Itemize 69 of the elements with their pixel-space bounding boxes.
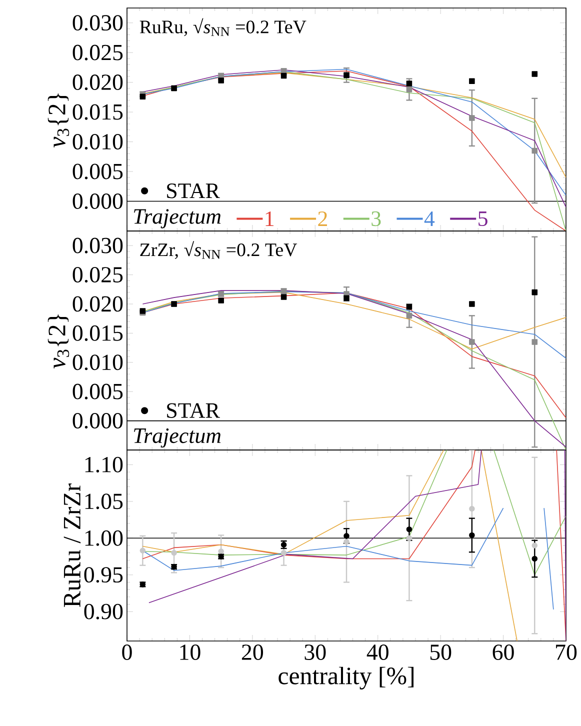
point [406,526,412,532]
point [469,532,475,538]
y-tick-label: 1.10 [86,456,123,472]
point [406,312,412,319]
point [532,542,538,548]
x-tick-label: 20 [242,644,264,660]
legend-label: 2 [318,211,328,226]
legend-title: Trajectum [134,209,221,228]
text: 3 [372,211,381,226]
point [406,80,412,86]
y-tick-label: 0.030 [72,238,123,254]
point [218,298,224,304]
text: 4 [424,212,435,226]
point [344,538,350,545]
y-tick-label: 0.90 [84,604,123,620]
y-axis-title: RuRu / ZrZr [64,483,81,608]
point [469,506,475,512]
y-axis-title: v$_{3}${2} [48,93,70,148]
text: 5 [478,211,488,226]
point [469,301,475,307]
legend-label: STAR [167,183,220,198]
y-tick-label: 0.030 [72,15,123,31]
y-tick-label: 0.020 [72,296,123,312]
y-tick-label: 0.010 [72,134,123,150]
annotation: ZrZr, √s$_{NN}$ =0.2 TeV [140,241,298,259]
point [532,289,538,296]
point [281,294,287,300]
legend-label: STAR [167,403,220,418]
y-tick-label: 0.005 [72,384,123,400]
y-tick-label: 1.00 [86,530,123,546]
x-tick-label: 60 [492,644,514,660]
x-tick-label: 70 [556,644,577,660]
y-tick-label: 0.005 [72,164,123,180]
point [469,115,475,121]
point [344,533,350,539]
y-tick-label: 0.025 [72,267,123,283]
legend-title: Trajectum [134,428,221,448]
point [171,550,178,556]
y-tick-label: 0.020 [72,74,123,90]
point [218,78,224,84]
y-tick-label: 0.015 [72,104,123,120]
point [344,295,350,302]
y-tick-label: 0.95 [84,567,123,583]
text: 1 [266,211,274,226]
point [532,339,538,345]
x-axis-title: centrality [%] [278,666,414,690]
point [281,72,287,79]
x-tick-label: 0 [122,644,132,660]
y-tick-label: 0.010 [72,354,123,370]
point [406,86,412,92]
x-tick-label: 30 [304,644,326,660]
x-tick-label: 40 [366,644,389,660]
y-tick-label: 1.05 [86,494,123,510]
point [218,548,224,554]
y-tick-label: 0.025 [72,44,123,60]
y-tick-label: 0.000 [72,193,123,210]
y-tick-label: 0.000 [72,413,123,429]
point [469,78,475,84]
annotation: RuRu, √s$_{NN}$ =0.2 TeV [140,18,306,36]
y-tick-label: 0.015 [72,325,123,341]
point [469,339,475,345]
point [532,71,538,77]
point [140,548,146,554]
x-tick-label: 10 [180,644,200,660]
point [532,148,538,154]
point [140,94,146,100]
y-axis-title: v$_{3}${2} [48,314,70,368]
point [532,556,538,562]
x-tick-label: 50 [430,644,452,660]
